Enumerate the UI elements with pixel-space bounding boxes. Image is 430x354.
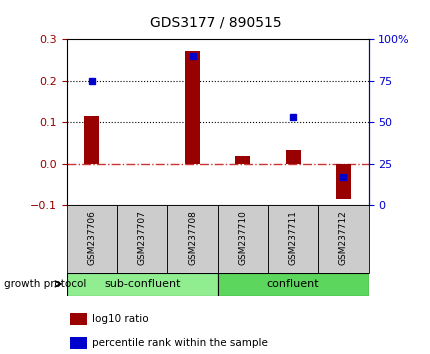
Text: confluent: confluent bbox=[266, 279, 319, 289]
Text: percentile rank within the sample: percentile rank within the sample bbox=[92, 338, 268, 348]
FancyBboxPatch shape bbox=[317, 205, 368, 273]
Bar bbox=[184, 51, 200, 164]
FancyBboxPatch shape bbox=[67, 205, 117, 273]
FancyBboxPatch shape bbox=[217, 205, 267, 273]
Text: growth protocol: growth protocol bbox=[4, 279, 86, 289]
Text: log10 ratio: log10 ratio bbox=[92, 314, 149, 324]
Bar bbox=[217, 273, 368, 296]
Bar bbox=[84, 116, 99, 164]
Text: GSM237706: GSM237706 bbox=[87, 210, 96, 265]
Text: GDS3177 / 890515: GDS3177 / 890515 bbox=[149, 16, 281, 30]
Bar bbox=[335, 164, 350, 199]
FancyBboxPatch shape bbox=[267, 205, 317, 273]
Text: GSM237711: GSM237711 bbox=[288, 210, 297, 265]
Bar bbox=[285, 150, 300, 164]
FancyBboxPatch shape bbox=[167, 205, 217, 273]
Bar bbox=[71, 313, 87, 325]
FancyBboxPatch shape bbox=[117, 205, 167, 273]
Text: GSM237708: GSM237708 bbox=[187, 210, 197, 265]
Bar bbox=[71, 337, 87, 349]
Text: GSM237707: GSM237707 bbox=[138, 210, 146, 265]
Text: GSM237710: GSM237710 bbox=[238, 210, 247, 265]
Text: GSM237712: GSM237712 bbox=[338, 210, 347, 265]
Text: sub-confluent: sub-confluent bbox=[104, 279, 180, 289]
Bar bbox=[235, 156, 250, 164]
Bar bbox=[67, 273, 217, 296]
